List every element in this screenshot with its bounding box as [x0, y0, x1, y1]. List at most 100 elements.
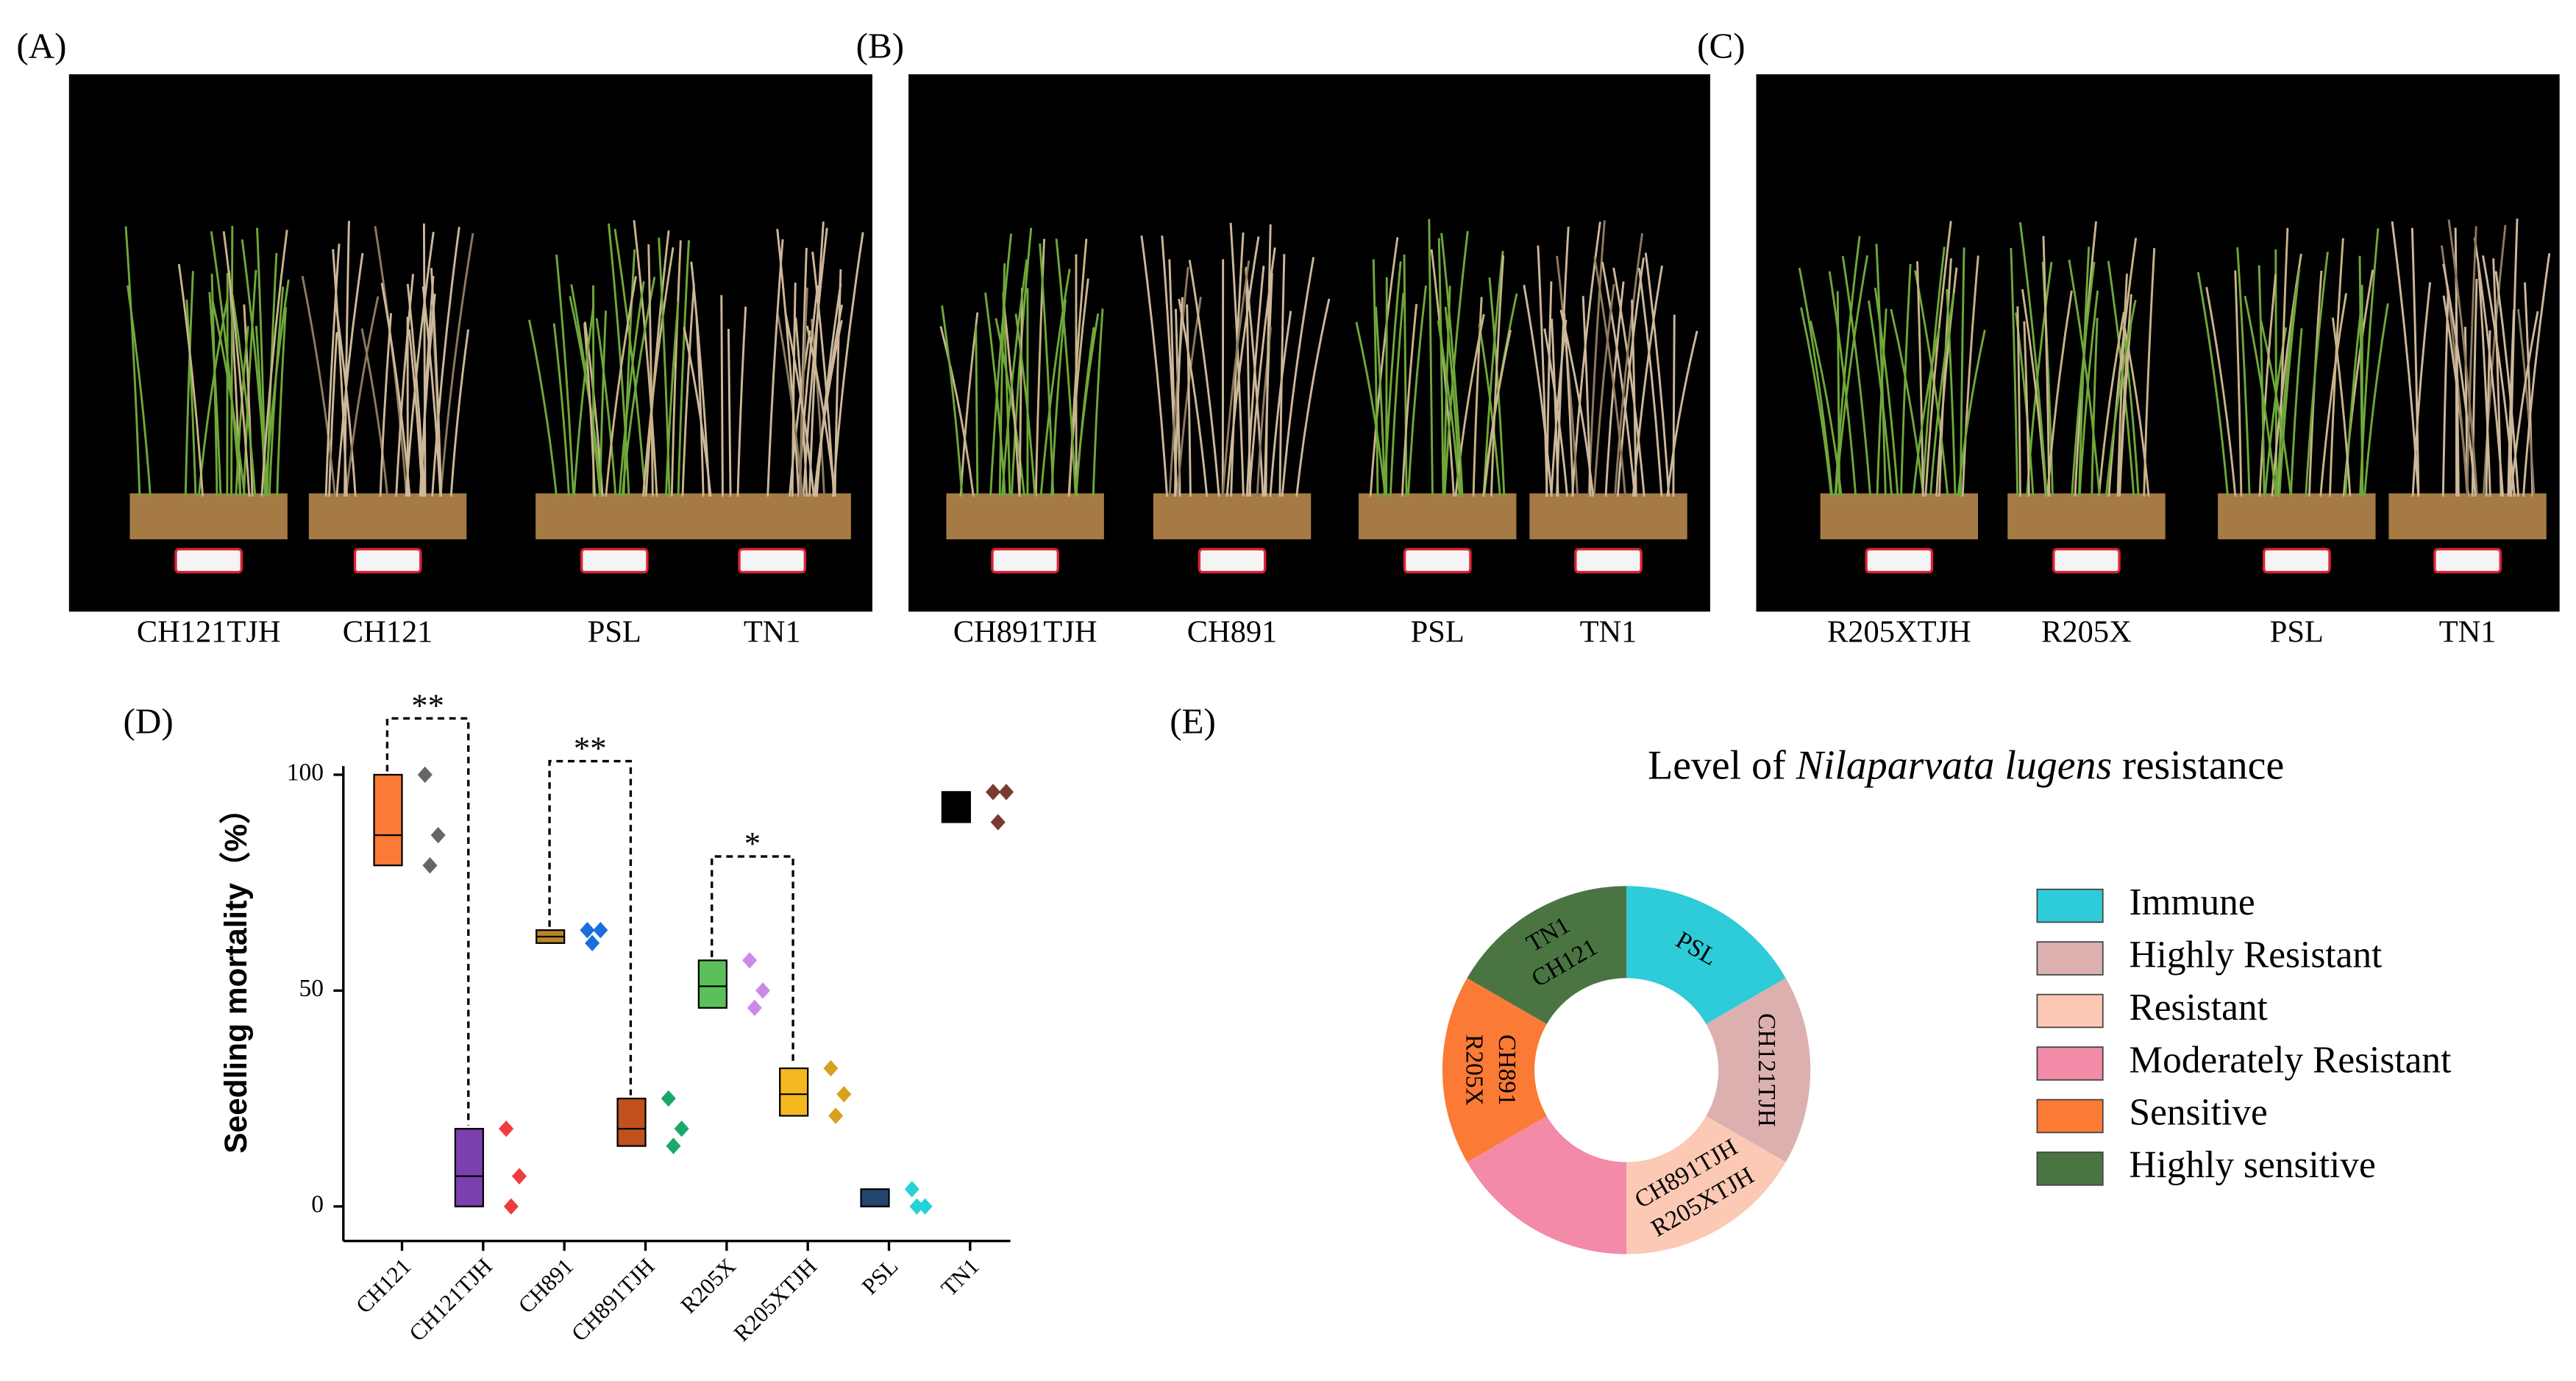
plant-blade — [2305, 252, 2329, 497]
tray — [2218, 493, 2376, 540]
data-point — [828, 1107, 844, 1124]
plant-blade — [2358, 255, 2364, 497]
plant-blade — [276, 307, 288, 497]
plant-blade — [1403, 254, 1408, 497]
donut-segment — [1467, 886, 1627, 1024]
plant-blade — [227, 271, 242, 497]
significance-bracket — [548, 759, 633, 1096]
plant-blade — [1490, 255, 1505, 497]
plant-blade — [1401, 304, 1418, 497]
plant-blade — [1245, 266, 1265, 497]
plant-blade — [449, 329, 470, 497]
data-point — [580, 922, 595, 939]
significance-label: ** — [411, 686, 444, 723]
plant-blade — [2234, 270, 2243, 497]
plant-blade — [1612, 267, 1645, 497]
plant-blade — [1957, 330, 1986, 497]
data-point — [986, 784, 1001, 800]
plant-blade — [2328, 238, 2344, 497]
plant-blade — [1140, 235, 1169, 497]
plant-blade — [1014, 313, 1036, 497]
significance-label: * — [744, 825, 761, 862]
plant-blade — [380, 283, 411, 497]
box — [697, 959, 727, 1009]
plant-blade — [791, 283, 797, 497]
significance-label: ** — [574, 729, 607, 766]
plant-blade — [1372, 259, 1379, 497]
plant-blade — [1841, 255, 1872, 497]
plant-blade — [2023, 321, 2030, 497]
plant-blade — [595, 318, 617, 497]
plant-blade — [2510, 310, 2539, 497]
plant-blade — [2522, 253, 2551, 497]
pot-tag — [2262, 547, 2331, 574]
plant-blade — [2275, 288, 2298, 497]
pot-tag — [353, 547, 422, 574]
title-part: Nilaparvata lugens — [1796, 743, 2113, 789]
data-point — [417, 766, 433, 784]
x-tick-label: CH121 — [351, 1253, 416, 1318]
plant-blade — [1478, 324, 1501, 497]
plant-blade — [555, 254, 574, 497]
significance-bracket — [711, 855, 794, 1065]
photo-caption: CH891TJH — [953, 614, 1097, 649]
plant-blade — [211, 300, 246, 497]
plant-blade — [1912, 327, 1940, 497]
box — [779, 1067, 809, 1117]
plant-blade — [1264, 224, 1272, 497]
plant-blade — [345, 296, 380, 497]
plant-blade — [379, 313, 393, 497]
plant-blade — [831, 232, 864, 497]
plant-blade — [2517, 308, 2536, 497]
tray — [308, 493, 467, 540]
x-tick-label: CH121TJH — [404, 1253, 497, 1346]
plant-blade — [784, 312, 815, 497]
photo-caption: TN1 — [2439, 614, 2497, 649]
y-tick-label: 100 — [287, 759, 324, 787]
plant-blade — [720, 295, 724, 497]
data-point — [909, 1198, 925, 1215]
legend-label: Highly sensitive — [2130, 1144, 2376, 1186]
plant-blade — [2257, 265, 2266, 497]
x-tick-label: CH891TJH — [566, 1253, 660, 1346]
photo-caption: CH891 — [1187, 614, 1278, 649]
plant-blade — [1188, 260, 1220, 497]
x-tick-label: PSL — [857, 1253, 903, 1299]
data-point — [593, 922, 608, 939]
tray — [129, 493, 288, 540]
plant-blade — [360, 328, 389, 497]
plant-blade — [2116, 273, 2128, 497]
panel-label: (C) — [1697, 26, 1745, 66]
legend-label: Resistant — [2130, 987, 2268, 1029]
plant-blade — [332, 249, 348, 497]
plant-blade — [1874, 287, 1899, 497]
data-point — [755, 982, 771, 999]
plant-blade — [1916, 261, 1924, 497]
plant-blade — [989, 233, 1013, 497]
plant-blade — [2466, 226, 2477, 497]
plant-blade — [1039, 269, 1071, 497]
legend-swatch — [2036, 1151, 2104, 1186]
plant-blade — [395, 274, 415, 497]
plant-blade — [268, 286, 285, 497]
plant-blade — [1092, 308, 1104, 497]
plant-blade — [243, 304, 254, 497]
plant-blade — [941, 305, 964, 497]
plant-blade — [647, 244, 654, 497]
segment-label: CH121TJH — [1753, 1013, 1780, 1126]
data-point — [430, 826, 446, 844]
plant-blade — [1523, 284, 1553, 497]
plant-blade — [1229, 222, 1245, 497]
photo-caption: R205X — [2041, 614, 2132, 649]
plant-blade — [1055, 238, 1077, 497]
plant-blade — [2447, 219, 2479, 497]
plant-blade — [528, 319, 558, 497]
data-point — [990, 814, 1006, 831]
plant-blade — [260, 230, 288, 497]
plant-blade — [1248, 247, 1276, 497]
plant-blade — [1798, 267, 1834, 497]
plant-blade — [1168, 266, 1189, 497]
plant-blade — [2016, 306, 2021, 497]
plant-blade — [2331, 317, 2352, 497]
plant-blade — [421, 286, 442, 497]
